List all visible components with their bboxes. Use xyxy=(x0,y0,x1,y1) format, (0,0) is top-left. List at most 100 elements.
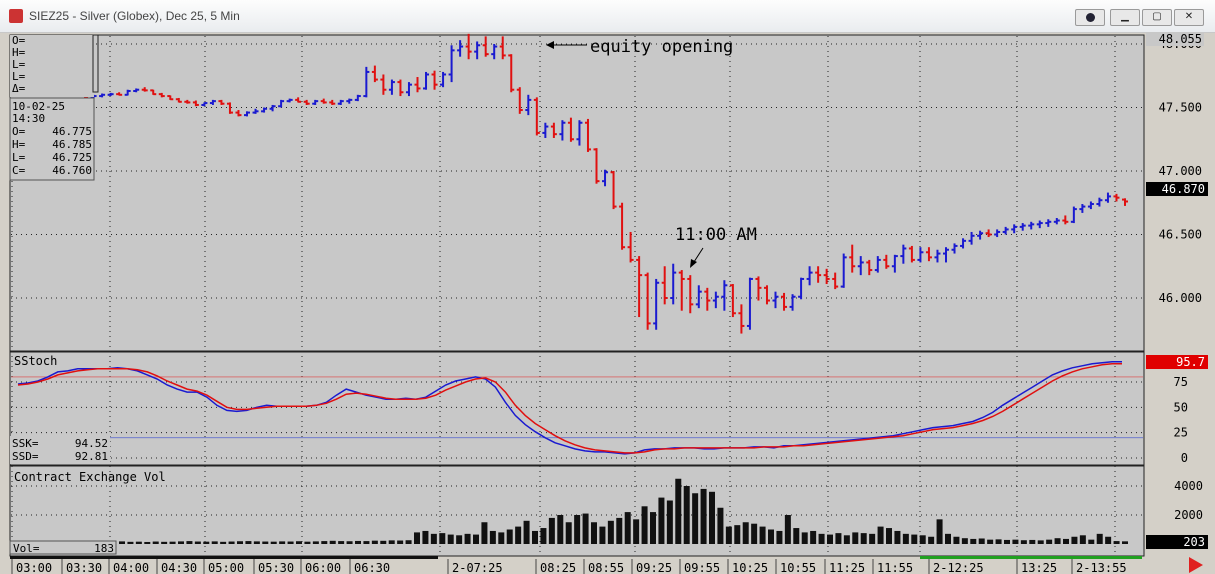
link-dot-button[interactable] xyxy=(1075,9,1105,26)
volume-bar xyxy=(397,540,404,544)
volume-bar xyxy=(1012,539,1019,544)
volume-bar xyxy=(405,540,412,544)
price-bar xyxy=(525,94,532,116)
price-bar xyxy=(175,97,182,103)
price-tick-label: 46.500 xyxy=(1159,228,1202,242)
price-bar xyxy=(533,97,540,136)
price-bar xyxy=(397,79,404,97)
maximize-button[interactable]: ▢ xyxy=(1142,9,1172,26)
stoch-values-box xyxy=(10,436,110,464)
volume-bar xyxy=(692,493,699,544)
vol-value: 183 xyxy=(94,542,114,555)
volume-bar xyxy=(945,533,951,544)
stoch-panel[interactable] xyxy=(9,351,1145,466)
volume-bar xyxy=(902,533,909,544)
price-bar xyxy=(278,99,285,108)
time-axis-label: 06:00 xyxy=(305,561,341,574)
price-panel[interactable] xyxy=(9,34,1145,352)
price-bar xyxy=(567,117,574,142)
volume-bar xyxy=(827,534,833,544)
volume-bar xyxy=(641,506,648,544)
data-box-row-o: O= xyxy=(12,34,26,47)
price-bar xyxy=(337,99,344,105)
price-bar xyxy=(499,36,506,60)
price-bar xyxy=(363,66,370,98)
volume-bar xyxy=(911,534,918,544)
volume-bar xyxy=(338,541,345,544)
bar-info-box xyxy=(9,97,95,181)
volume-bar xyxy=(759,526,766,544)
volume-bar xyxy=(456,535,463,544)
price-bar xyxy=(823,268,830,285)
close-button[interactable]: ✕ xyxy=(1174,9,1204,26)
price-bar xyxy=(380,74,387,95)
volume-badge-value: 203 xyxy=(1183,535,1205,549)
price-bar xyxy=(371,65,378,83)
price-bar xyxy=(261,107,268,113)
last-price-value: 46.870 xyxy=(1162,182,1205,196)
volume-bar xyxy=(751,523,758,544)
time-axis-label: 04:00 xyxy=(113,561,149,574)
price-bar xyxy=(678,270,685,311)
volume-badge xyxy=(1146,535,1208,549)
volume-bar xyxy=(582,513,589,544)
bar-low-value: 46.725 xyxy=(52,151,92,164)
price-bar xyxy=(1036,220,1043,229)
ssd-label: SSD= xyxy=(12,450,39,463)
volume-bar xyxy=(422,530,429,544)
price-bar xyxy=(542,122,549,138)
price-bar xyxy=(133,88,140,93)
volume-bar xyxy=(414,532,420,544)
volume-bar xyxy=(843,535,850,544)
volume-bar xyxy=(228,541,235,544)
top-price-badge xyxy=(1146,33,1204,46)
price-bar xyxy=(244,111,251,117)
time-axis-area xyxy=(10,557,1144,574)
volume-bar xyxy=(978,538,985,544)
price-bar xyxy=(636,256,643,318)
volume-bar xyxy=(178,541,184,544)
volume-bar xyxy=(489,530,496,544)
price-bar xyxy=(423,71,430,90)
price-bar xyxy=(107,92,114,97)
volume-bar xyxy=(591,522,597,544)
price-bar xyxy=(1087,201,1094,210)
data-box-scroll[interactable] xyxy=(92,34,99,93)
volume-bar xyxy=(119,541,125,544)
volume-bar xyxy=(700,488,707,544)
volume-bar xyxy=(548,517,555,544)
stoch-title: SStoch xyxy=(14,354,57,368)
volume-bar xyxy=(1096,533,1103,544)
price-bar xyxy=(1062,215,1069,225)
price-tick-label: 47.500 xyxy=(1159,101,1202,115)
price-bar xyxy=(320,98,327,104)
volume-bar xyxy=(287,541,294,544)
price-bar xyxy=(627,231,634,263)
price-bar xyxy=(286,98,293,103)
arrow-right-icon[interactable] xyxy=(1189,557,1203,573)
price-bar xyxy=(99,93,106,98)
time-axis-label: 2-12:25 xyxy=(933,561,984,574)
price-bar xyxy=(295,97,302,103)
price-bar xyxy=(687,275,694,314)
price-bar xyxy=(670,263,677,305)
price-bar xyxy=(448,45,455,83)
time-axis-label: 05:00 xyxy=(208,561,244,574)
price-bar xyxy=(729,284,736,318)
time-axis-label: 2-13:55 xyxy=(1076,561,1127,574)
price-bar xyxy=(968,231,975,245)
volume-bar xyxy=(734,525,741,544)
volume-bar xyxy=(1020,540,1027,544)
price-bar xyxy=(695,285,702,309)
price-bar xyxy=(908,245,915,263)
volume-bar xyxy=(532,530,538,544)
volume-bar xyxy=(776,530,783,544)
minimize-button[interactable]: ▁ xyxy=(1110,9,1140,26)
data-box-row-h: H= xyxy=(12,46,26,59)
volume-bar xyxy=(211,541,218,544)
vol-box xyxy=(9,540,117,555)
price-bar xyxy=(653,278,660,330)
volume-bar xyxy=(860,533,867,544)
volume-bar xyxy=(1071,536,1078,544)
